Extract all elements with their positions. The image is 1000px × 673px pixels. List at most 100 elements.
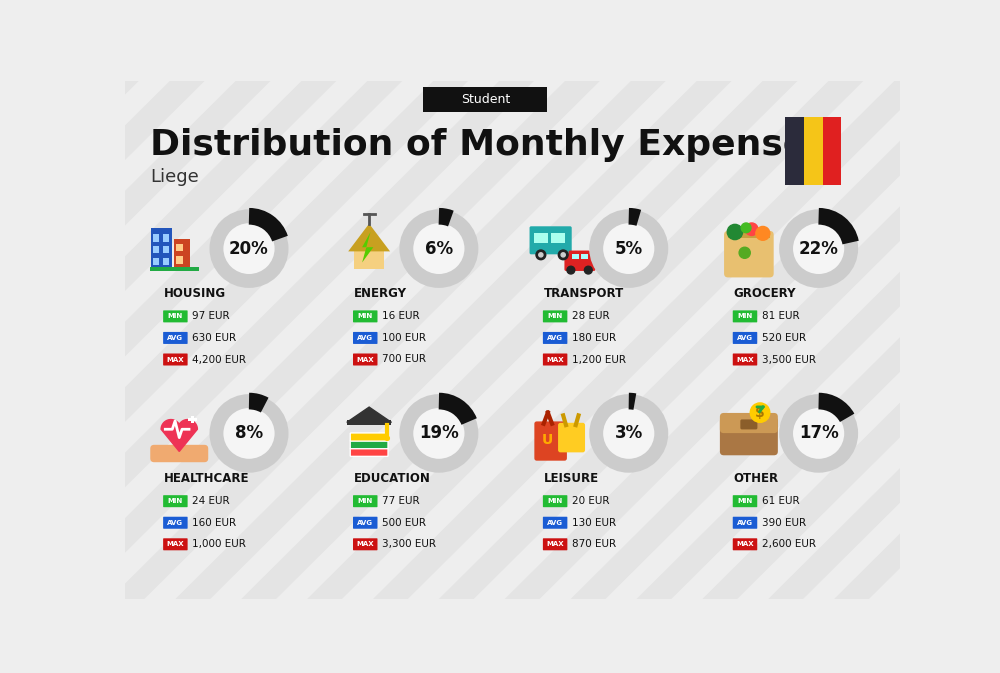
FancyBboxPatch shape — [163, 538, 188, 551]
FancyBboxPatch shape — [163, 517, 188, 529]
Polygon shape — [241, 81, 798, 599]
FancyBboxPatch shape — [153, 246, 159, 254]
Circle shape — [561, 253, 565, 257]
Text: TRANSPORT: TRANSPORT — [544, 287, 624, 299]
FancyBboxPatch shape — [163, 310, 188, 322]
Text: 3,500 EUR: 3,500 EUR — [762, 355, 816, 365]
FancyBboxPatch shape — [163, 353, 188, 365]
Circle shape — [407, 402, 471, 465]
Text: GROCERY: GROCERY — [733, 287, 796, 299]
FancyBboxPatch shape — [564, 254, 595, 271]
Text: Distribution of Monthly Expenses: Distribution of Monthly Expenses — [150, 128, 829, 162]
Text: MAX: MAX — [356, 541, 374, 547]
Text: MIN: MIN — [358, 498, 373, 504]
FancyBboxPatch shape — [720, 417, 778, 456]
Polygon shape — [834, 81, 1000, 599]
FancyBboxPatch shape — [347, 420, 391, 425]
Circle shape — [558, 250, 568, 260]
Circle shape — [750, 403, 770, 423]
Polygon shape — [161, 429, 197, 452]
FancyBboxPatch shape — [153, 258, 159, 265]
Polygon shape — [505, 81, 1000, 599]
Text: 390 EUR: 390 EUR — [762, 518, 806, 528]
Text: AVG: AVG — [737, 520, 753, 526]
FancyBboxPatch shape — [733, 495, 757, 507]
Circle shape — [756, 226, 770, 240]
FancyBboxPatch shape — [163, 234, 169, 242]
FancyBboxPatch shape — [353, 353, 377, 365]
Circle shape — [787, 402, 851, 465]
Text: 22%: 22% — [799, 240, 839, 258]
FancyBboxPatch shape — [543, 517, 567, 529]
Polygon shape — [900, 81, 1000, 599]
Text: 3,300 EUR: 3,300 EUR — [382, 539, 436, 549]
Circle shape — [741, 223, 751, 233]
FancyBboxPatch shape — [150, 445, 208, 462]
Text: 4,200 EUR: 4,200 EUR — [192, 355, 246, 365]
Text: 20 EUR: 20 EUR — [572, 496, 610, 506]
Polygon shape — [0, 81, 205, 599]
FancyBboxPatch shape — [163, 495, 188, 507]
Text: MAX: MAX — [736, 541, 754, 547]
FancyBboxPatch shape — [822, 117, 841, 184]
FancyBboxPatch shape — [353, 517, 377, 529]
FancyBboxPatch shape — [543, 332, 567, 344]
Text: MAX: MAX — [546, 357, 564, 363]
Text: 61 EUR: 61 EUR — [762, 496, 800, 506]
Text: 6%: 6% — [425, 240, 453, 258]
Text: 8%: 8% — [235, 425, 263, 442]
Circle shape — [597, 217, 661, 281]
Polygon shape — [768, 81, 1000, 599]
Circle shape — [584, 267, 592, 274]
Text: AVG: AVG — [357, 335, 373, 341]
FancyBboxPatch shape — [543, 310, 567, 322]
Circle shape — [536, 250, 546, 260]
Text: 520 EUR: 520 EUR — [762, 333, 806, 343]
FancyBboxPatch shape — [151, 228, 172, 269]
FancyBboxPatch shape — [551, 234, 565, 243]
Text: 3%: 3% — [615, 425, 643, 442]
Text: 20%: 20% — [229, 240, 269, 258]
Text: 81 EUR: 81 EUR — [762, 312, 800, 322]
Text: AVG: AVG — [357, 520, 373, 526]
FancyBboxPatch shape — [733, 310, 757, 322]
Text: OTHER: OTHER — [733, 472, 778, 485]
FancyBboxPatch shape — [350, 448, 388, 456]
Text: MIN: MIN — [358, 314, 373, 320]
Text: ENERGY: ENERGY — [354, 287, 407, 299]
Text: 5%: 5% — [615, 240, 643, 258]
Text: MIN: MIN — [737, 314, 753, 320]
FancyBboxPatch shape — [581, 254, 588, 259]
Polygon shape — [966, 81, 1000, 599]
Text: HEALTHCARE: HEALTHCARE — [164, 472, 249, 485]
Polygon shape — [439, 81, 995, 599]
FancyBboxPatch shape — [423, 87, 547, 112]
FancyBboxPatch shape — [569, 250, 590, 261]
FancyBboxPatch shape — [163, 246, 169, 254]
Circle shape — [727, 224, 743, 240]
Text: $: $ — [755, 406, 765, 420]
Text: 500 EUR: 500 EUR — [382, 518, 426, 528]
Text: 16 EUR: 16 EUR — [382, 312, 420, 322]
Text: MIN: MIN — [548, 314, 563, 320]
Text: 19%: 19% — [419, 425, 459, 442]
Text: MIN: MIN — [168, 314, 183, 320]
FancyBboxPatch shape — [174, 239, 190, 269]
FancyBboxPatch shape — [163, 332, 188, 344]
Text: U: U — [542, 433, 553, 448]
Polygon shape — [178, 419, 197, 429]
FancyBboxPatch shape — [534, 421, 567, 461]
FancyBboxPatch shape — [350, 441, 388, 449]
Text: Student: Student — [461, 93, 510, 106]
FancyBboxPatch shape — [353, 332, 377, 344]
Circle shape — [407, 217, 471, 281]
FancyBboxPatch shape — [733, 332, 757, 344]
Circle shape — [745, 223, 758, 236]
Polygon shape — [44, 81, 600, 599]
Text: 2,600 EUR: 2,600 EUR — [762, 539, 816, 549]
Text: 130 EUR: 130 EUR — [572, 518, 616, 528]
FancyBboxPatch shape — [543, 495, 567, 507]
Text: 17%: 17% — [799, 425, 839, 442]
FancyBboxPatch shape — [163, 258, 169, 265]
Text: 630 EUR: 630 EUR — [192, 333, 237, 343]
